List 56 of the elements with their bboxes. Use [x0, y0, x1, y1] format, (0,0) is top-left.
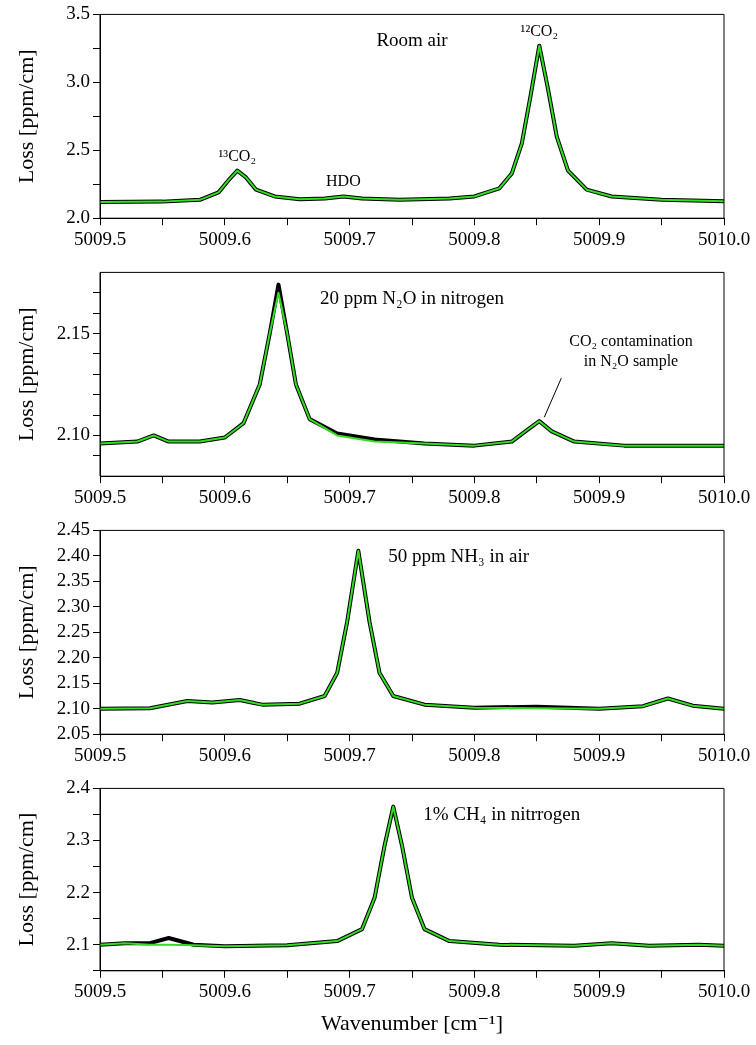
annotation: 20 ppm N₂O in nitrogen: [320, 287, 505, 309]
x-tick-label: 5009.8: [448, 227, 501, 249]
y-tick-label: 2.05: [56, 722, 90, 744]
annotation: HDO: [326, 172, 361, 190]
x-tick-label: 5009.9: [573, 743, 626, 765]
annotation: Room air: [376, 29, 449, 51]
y-tick-label: 2.3: [66, 828, 90, 850]
y-tick-label: 3.0: [66, 70, 90, 92]
y-tick-label: 2.35: [56, 569, 90, 591]
x-tick-label: 5010.0: [697, 743, 751, 765]
y-tick-label: 2.4: [66, 776, 91, 798]
x-tick-label: 5009.6: [198, 227, 251, 249]
x-tick-label: 5009.5: [73, 485, 127, 507]
y-axis-title: Loss [ppm/cm]: [12, 565, 38, 700]
annotation: CO₂ contamination in N₂O sample: [569, 332, 693, 371]
x-tick-label: 5010.0: [697, 227, 751, 249]
y-tick-label: 2.45: [56, 518, 90, 540]
x-tick-label: 5009.9: [573, 980, 626, 1002]
y-tick-label: 2.25: [56, 620, 90, 642]
annotation: 1% CH₄ in nitrrogen: [423, 803, 581, 825]
x-tick-label: 5009.7: [323, 227, 376, 249]
x-tick-label: 5009.6: [198, 743, 251, 765]
x-tick-label: 5009.6: [198, 980, 251, 1002]
annotation: 50 ppm NH₃ in air: [388, 545, 530, 567]
x-tick-label: 5009.7: [323, 485, 376, 507]
y-tick-label: 2.10: [56, 423, 90, 445]
y-axis-title: Loss [ppm/cm]: [12, 49, 38, 184]
x-axis-title: Wavenumber [cm⁻¹]: [321, 1009, 503, 1035]
x-tick-label: 5009.8: [448, 743, 501, 765]
y-tick-label: 2.10: [56, 696, 90, 718]
x-tick-label: 5009.6: [198, 485, 251, 507]
annotation: ¹²CO₂: [520, 21, 558, 39]
x-tick-label: 5009.7: [323, 743, 376, 765]
y-tick-label: 2.30: [56, 594, 90, 616]
x-tick-label: 5010.0: [697, 980, 751, 1002]
x-tick-label: 5009.5: [73, 980, 127, 1002]
x-tick-label: 5009.8: [448, 485, 501, 507]
y-tick-label: 3.5: [66, 2, 90, 24]
annotation: ¹³CO₂: [218, 146, 256, 164]
x-tick-label: 5009.5: [73, 227, 127, 249]
y-tick-label: 2.20: [56, 645, 90, 667]
y-tick-label: 2.15: [56, 321, 90, 343]
x-tick-label: 5009.5: [73, 743, 127, 765]
x-tick-label: 5009.8: [448, 980, 501, 1002]
y-tick-label: 2.0: [66, 206, 90, 228]
x-tick-label: 5010.0: [697, 485, 751, 507]
x-tick-label: 5009.7: [323, 980, 376, 1002]
y-tick-label: 2.15: [56, 671, 90, 693]
y-tick-label: 2.2: [66, 880, 90, 902]
y-axis-title: Loss [ppm/cm]: [12, 812, 38, 947]
y-tick-label: 2.5: [66, 138, 90, 160]
y-tick-label: 2.40: [56, 543, 90, 565]
y-axis-title: Loss [ppm/cm]: [12, 307, 38, 442]
x-tick-label: 5009.9: [573, 485, 626, 507]
y-tick-label: 2.1: [66, 932, 90, 954]
x-tick-label: 5009.9: [573, 227, 626, 249]
